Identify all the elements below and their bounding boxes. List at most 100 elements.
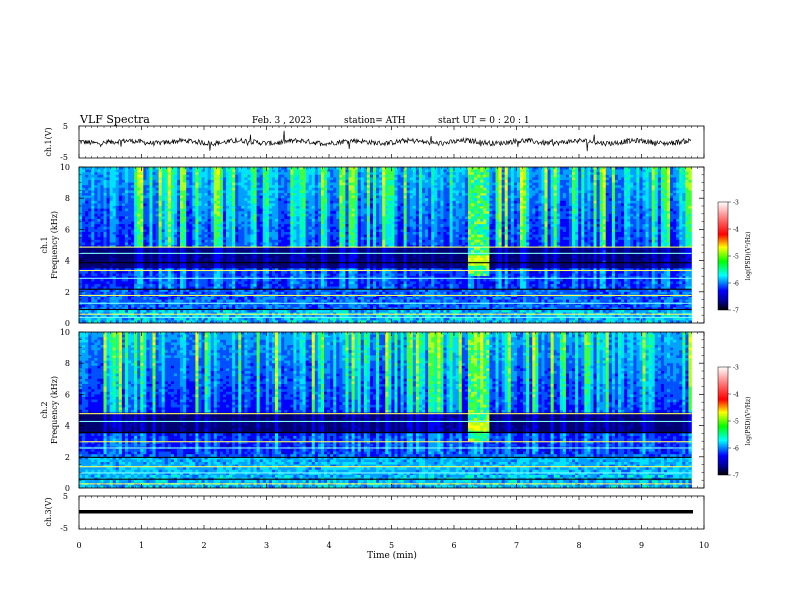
spectrogram-cell (645, 224, 649, 228)
spectrogram-cell (173, 229, 178, 233)
spectrogram-cell (373, 224, 377, 228)
spectrogram-cell (599, 182, 603, 186)
spectrogram-cell (250, 216, 254, 220)
spectrogram-cell (235, 203, 239, 207)
spectrogram-cell (112, 185, 117, 189)
spectrogram-cell (170, 224, 175, 228)
spectrogram-cell (268, 177, 273, 181)
spectrogram-cell (409, 229, 414, 233)
spectrogram-cell (198, 203, 202, 207)
spectrogram-cell (164, 190, 169, 194)
spectrogram-cell (422, 190, 426, 194)
spectrogram-cell (673, 200, 677, 204)
spectrogram-cell (645, 190, 649, 194)
spectrogram-cell (183, 224, 187, 228)
spectrogram-cell (553, 200, 558, 204)
spectrogram-cell (660, 200, 665, 204)
spectrogram-cell (164, 172, 169, 176)
spectrogram-cell (425, 221, 429, 225)
spectrogram-cell (268, 180, 273, 183)
spectrogram-cell (443, 195, 447, 199)
spectrogram-cell (670, 185, 674, 189)
spectrogram-cell (458, 193, 463, 196)
spectrogram-cell (161, 229, 166, 233)
spectrogram-cell (204, 203, 208, 207)
spectrogram-cell (100, 169, 104, 173)
spectrogram-cell (118, 180, 123, 183)
spectrogram-cell (660, 203, 665, 207)
spectrogram-cell (569, 200, 573, 204)
spectrogram-cell (520, 190, 524, 194)
spectrogram-cell (164, 195, 169, 199)
spectrogram-cell (232, 229, 236, 233)
spectrogram-cell (467, 203, 472, 207)
spectrogram-cell (106, 211, 110, 215)
spectrogram-cell (489, 208, 493, 212)
spectrogram-cell (333, 169, 337, 173)
spectrogram-cell (109, 180, 113, 183)
spectrogram-cell (327, 174, 331, 178)
spectrogram-cell (648, 172, 652, 176)
spectrogram-cell (167, 182, 172, 186)
spectrogram-cell (339, 187, 343, 191)
spectrogram-cell (311, 198, 316, 202)
spectrogram-cell (391, 203, 395, 207)
spectrogram-cell (271, 182, 276, 186)
spectrogram-cell (229, 169, 233, 173)
spectrogram-cell (587, 193, 591, 196)
spectrogram-cell (284, 167, 288, 170)
spectrogram-cell (348, 182, 352, 186)
spectrogram-cell (550, 193, 554, 196)
spectrogram-cell (599, 187, 603, 191)
spectrogram-cell (443, 219, 447, 222)
spectrogram-cell (516, 167, 521, 170)
spectrogram-cell (302, 174, 306, 178)
spectrogram-cell (342, 203, 346, 207)
spectrogram-cell (232, 195, 236, 199)
spectrogram-cell (618, 206, 622, 209)
spectrogram-cell (667, 172, 671, 176)
spectrogram-cell (556, 200, 561, 204)
spectrogram-cell (630, 213, 634, 217)
spectrogram-cell (599, 229, 603, 233)
spectrogram-cell (516, 174, 521, 178)
spectrogram-cell (170, 208, 175, 212)
spectrogram-cell (541, 180, 545, 183)
spectrogram-cell (673, 172, 677, 176)
spectrogram-cell (281, 187, 285, 191)
spectrogram-cell (112, 229, 117, 233)
spectrogram-cell (293, 198, 297, 202)
spectrogram-cell (124, 174, 129, 178)
spectrogram-cell (351, 224, 355, 228)
spectrogram-cell (572, 167, 576, 170)
spectrogram-cell (504, 169, 509, 173)
spectrogram-cell (569, 195, 573, 199)
spectrogram-cell (79, 169, 83, 173)
spectrogram-cell (501, 206, 505, 209)
spectrogram-cell (177, 174, 181, 178)
spectrogram-cell (302, 226, 306, 230)
spectrogram-cell (339, 174, 343, 178)
spectrogram-cell (336, 224, 340, 228)
spectrogram-cell (302, 200, 306, 204)
spectrogram-cell (327, 180, 331, 183)
spectrogram-cell (91, 224, 95, 228)
spectrogram-cell (428, 224, 432, 228)
spectrogram-cell (425, 182, 429, 186)
spectrogram-cell (189, 229, 193, 233)
spectrogram-cell (330, 180, 334, 183)
spectrogram-cell (281, 185, 285, 189)
spectrogram-cell (100, 187, 104, 191)
spectrogram-cell (651, 190, 656, 194)
spectrogram-cell (464, 180, 469, 183)
spectrogram-cell (608, 200, 613, 204)
spectrogram-cell (106, 200, 110, 204)
spectrogram-cell (516, 203, 521, 207)
spectrogram-cell (569, 174, 573, 178)
spectrogram-cell (149, 221, 153, 225)
spectrogram-cell (118, 198, 123, 202)
spectrogram-cell (192, 195, 196, 199)
spectrogram-cell (271, 213, 276, 217)
spectrogram-cell (369, 187, 374, 191)
spectrogram-cell (342, 219, 346, 222)
